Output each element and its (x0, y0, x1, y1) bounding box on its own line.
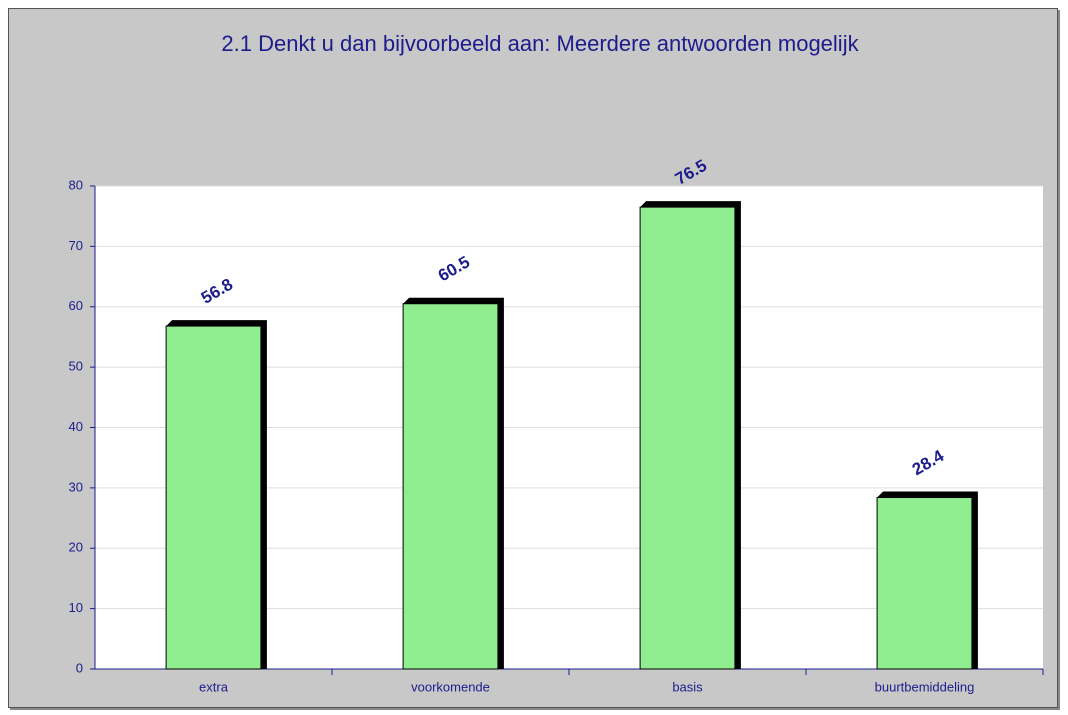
y-tick-label: 50 (69, 359, 83, 374)
bar (639, 206, 736, 670)
y-tick-label: 60 (69, 298, 83, 313)
x-tick-label: voorkomende (411, 679, 490, 694)
value-label: 76.5 (672, 156, 710, 189)
y-tick-label: 30 (69, 479, 83, 494)
x-tick-label: basis (672, 679, 703, 694)
y-tick-label: 0 (76, 660, 83, 675)
bar (402, 303, 499, 670)
y-tick-label: 80 (69, 177, 83, 192)
x-tick-label: extra (199, 679, 229, 694)
bar (876, 497, 973, 670)
bar (165, 325, 262, 670)
y-tick-label: 10 (69, 600, 83, 615)
y-tick-label: 70 (69, 238, 83, 253)
y-tick-label: 20 (69, 540, 83, 555)
chart-title: 2.1 Denkt u dan bijvoorbeeld aan: Meerde… (221, 31, 859, 56)
x-tick-label: buurtbemiddeling (875, 679, 975, 694)
y-tick-label: 40 (69, 419, 83, 434)
